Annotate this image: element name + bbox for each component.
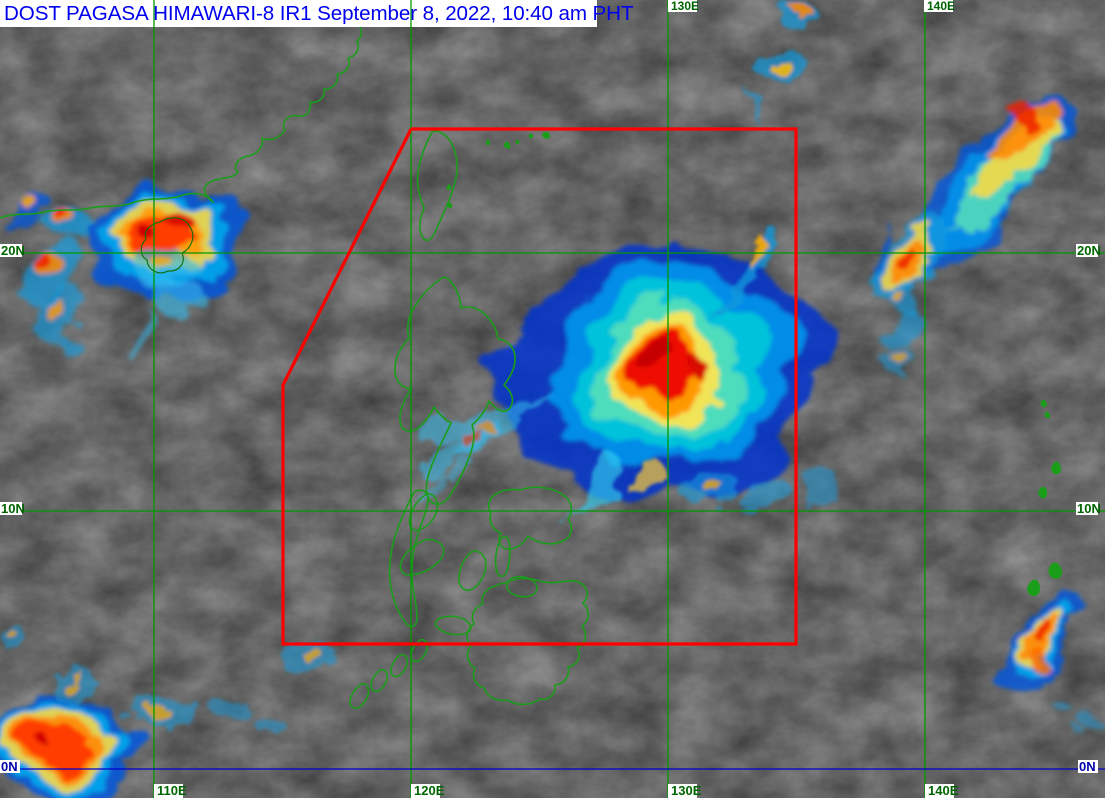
svg-text:10N: 10N [1, 501, 25, 516]
svg-text:120E: 120E [414, 783, 445, 798]
svg-text:0N: 0N [1079, 759, 1096, 774]
svg-text:20N: 20N [1077, 243, 1101, 258]
svg-text:20N: 20N [1, 243, 25, 258]
svg-text:140E: 140E [927, 0, 955, 13]
svg-text:10N: 10N [1077, 501, 1101, 516]
svg-text:130E: 130E [671, 783, 702, 798]
svg-text:110E: 110E [157, 783, 187, 798]
svg-text:0N: 0N [1, 759, 18, 774]
svg-text:140E: 140E [928, 783, 959, 798]
svg-text:130E: 130E [671, 0, 699, 13]
